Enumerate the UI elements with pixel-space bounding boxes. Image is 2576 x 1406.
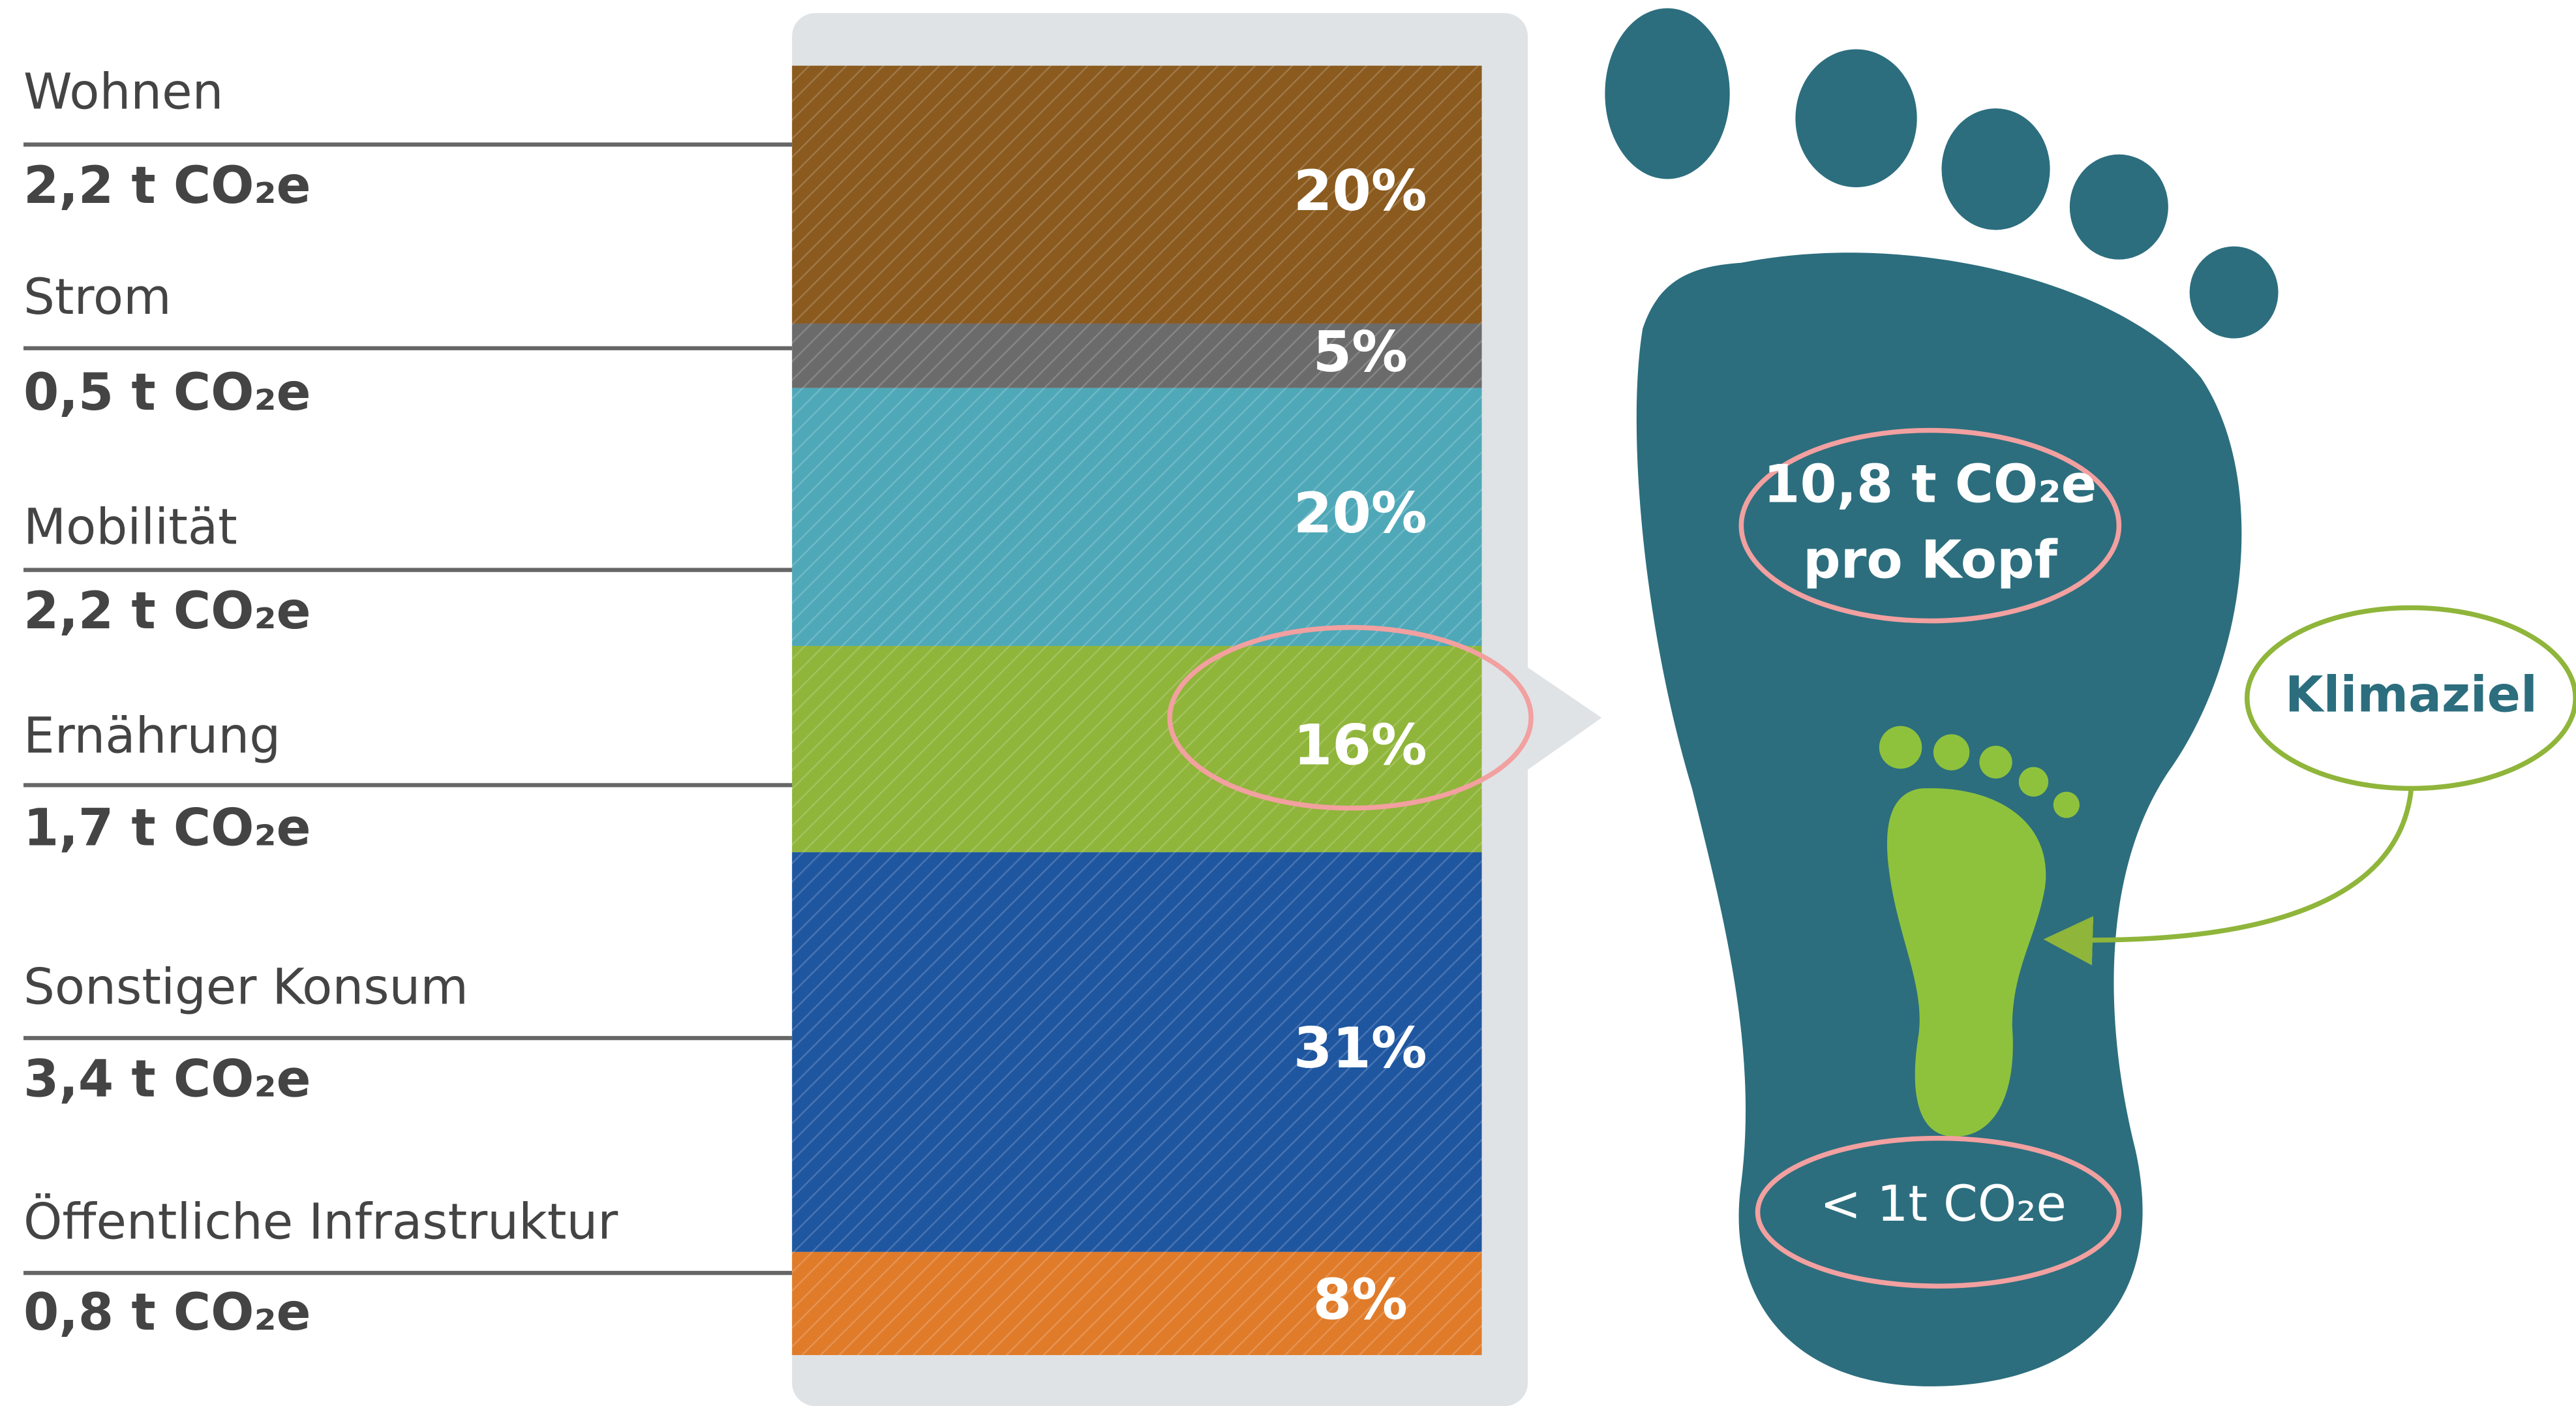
- share-label: 20%: [1294, 481, 1427, 546]
- category-amount: 3,4 t CO₂e: [23, 1050, 311, 1109]
- hatch: [792, 852, 1482, 1252]
- category-name: Sonstiger Konsum: [23, 958, 468, 1016]
- goal-arrow: [2043, 788, 2414, 966]
- category-labels: Wohnen 2,2 t CO₂e Strom 0,5 t CO₂e Mobilität…: [23, 63, 793, 1342]
- category-name: Mobilität: [23, 498, 237, 556]
- category-name: Ernährung: [23, 707, 280, 764]
- category-name: Wohnen: [23, 63, 224, 121]
- hatch: [792, 388, 1482, 647]
- total-text: 10,8 t CO₂e: [1763, 453, 2097, 515]
- category-amount: 0,5 t CO₂e: [23, 363, 311, 422]
- share-label: 5%: [1313, 320, 1408, 385]
- goal-footprint: [1879, 726, 2080, 1137]
- share-label: 31%: [1294, 1016, 1427, 1081]
- category-amount: 0,8 t CO₂e: [23, 1283, 311, 1342]
- hatch: [792, 323, 1482, 388]
- goal-label: Klimaziel: [2285, 665, 2538, 723]
- category-amount: 1,7 t CO₂e: [23, 799, 311, 857]
- hatch: [792, 646, 1482, 853]
- category-name: Strom: [23, 268, 172, 326]
- hatch: [792, 1251, 1482, 1355]
- share-label: 16%: [1294, 714, 1427, 778]
- highlight: [1167, 624, 1534, 811]
- category-amount: 2,2 t CO₂e: [23, 157, 311, 215]
- stacked-bar: 20% 5% 20% 16% 31% 8%: [792, 65, 1482, 1355]
- category-name: Öffentliche Infrastruktur: [23, 1193, 618, 1251]
- highlight: [1738, 427, 2122, 624]
- highlight: [1755, 1135, 2122, 1289]
- share-label: 8%: [1313, 1268, 1408, 1332]
- goal-text: < 1t CO₂e: [1820, 1175, 2067, 1232]
- hatch: [792, 65, 1482, 324]
- total-unit: pro Kopf: [1803, 528, 2058, 590]
- share-label: 20%: [1294, 159, 1427, 224]
- category-amount: 2,2 t CO₂e: [23, 582, 311, 641]
